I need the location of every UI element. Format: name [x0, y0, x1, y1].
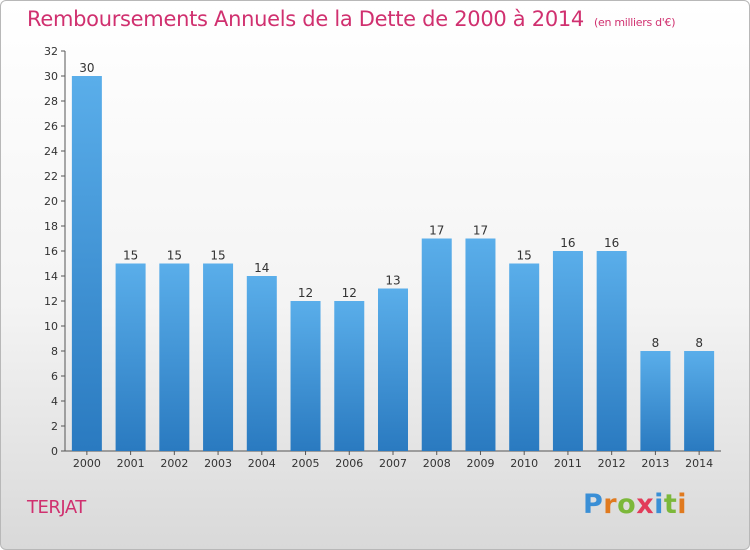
- logo-letter: P: [583, 489, 604, 520]
- logo-letter: i: [677, 489, 688, 520]
- bar-2009: [465, 238, 496, 451]
- data-label: 12: [342, 286, 357, 300]
- bar-2004: [246, 276, 277, 451]
- logo-letter: i: [654, 489, 664, 520]
- y-tick-label: 24: [44, 145, 58, 158]
- y-tick-label: 20: [44, 195, 58, 208]
- y-tick-label: 8: [51, 345, 58, 358]
- x-tick-label: 2002: [160, 457, 188, 470]
- bar-2005: [290, 301, 321, 451]
- bar-2008: [421, 238, 452, 451]
- bar-2014: [684, 351, 715, 451]
- chart-title-text: Remboursements Annuels de la Dette de 20…: [27, 7, 584, 31]
- x-tick-label: 2012: [598, 457, 626, 470]
- data-label: 16: [604, 236, 619, 250]
- data-label: 14: [254, 261, 269, 275]
- y-tick-label: 2: [51, 420, 58, 433]
- x-tick-label: 2003: [204, 457, 232, 470]
- data-label: 30: [79, 61, 94, 75]
- logo-letter: x: [636, 489, 655, 520]
- data-label: 8: [652, 336, 660, 350]
- chart-unit: (en milliers d'€): [594, 16, 676, 29]
- logo-letter: r: [603, 489, 618, 520]
- x-tick-label: 2008: [423, 457, 451, 470]
- x-tick-label: 2004: [248, 457, 276, 470]
- proxiti-logo: Proxiti: [583, 489, 687, 520]
- x-tick-label: 2005: [292, 457, 320, 470]
- y-tick-label: 12: [44, 295, 58, 308]
- logo-letter: t: [663, 489, 678, 520]
- data-label: 15: [210, 249, 225, 263]
- bar-2003: [203, 263, 234, 451]
- y-tick-label: 30: [44, 70, 58, 83]
- data-label: 15: [517, 249, 532, 263]
- y-tick-label: 26: [44, 120, 58, 133]
- x-tick-label: 2011: [554, 457, 582, 470]
- x-tick-label: 2013: [641, 457, 669, 470]
- y-tick-label: 14: [44, 270, 58, 283]
- data-label: 15: [167, 249, 182, 263]
- x-tick-label: 2007: [379, 457, 407, 470]
- commune-name: TERJAT: [27, 497, 86, 518]
- data-label: 12: [298, 286, 313, 300]
- y-tick-label: 18: [44, 220, 58, 233]
- chart-bars: [71, 76, 715, 451]
- y-tick-label: 16: [44, 245, 58, 258]
- y-tick-label: 10: [44, 320, 58, 333]
- bar-2002: [159, 263, 190, 451]
- bar-2011: [552, 251, 583, 451]
- chart-data-labels: 30 15 15 15 14 12 12 13 17 17 15 16 16 8 8: [79, 61, 703, 350]
- y-tick-label: 32: [44, 45, 58, 58]
- data-label: 13: [385, 274, 400, 288]
- chart-title: Remboursements Annuels de la Dette de 20…: [27, 7, 675, 31]
- data-label: 16: [560, 236, 575, 250]
- bar-2010: [509, 263, 540, 451]
- y-tick-label: 22: [44, 170, 58, 183]
- x-tick-label: 2001: [117, 457, 145, 470]
- bar-2013: [640, 351, 671, 451]
- y-tick-label: 0: [51, 445, 58, 458]
- logo-letter: o: [617, 489, 637, 520]
- bar-2012: [596, 251, 627, 451]
- data-label: 8: [695, 336, 703, 350]
- data-label: 17: [473, 224, 488, 238]
- bar-2006: [334, 301, 365, 451]
- x-tick-label: 2010: [510, 457, 538, 470]
- y-tick-label: 28: [44, 95, 58, 108]
- bar-2000: [71, 76, 102, 451]
- x-tick-label: 2014: [685, 457, 713, 470]
- bar-2007: [378, 288, 408, 451]
- x-tick-label: 2009: [466, 457, 494, 470]
- bar-2001: [115, 263, 146, 451]
- x-tick-label: 2000: [73, 457, 101, 470]
- data-label: 15: [123, 249, 138, 263]
- y-tick-label: 6: [51, 370, 58, 383]
- data-label: 17: [429, 224, 444, 238]
- y-tick-label: 4: [51, 395, 58, 408]
- x-tick-label: 2006: [335, 457, 363, 470]
